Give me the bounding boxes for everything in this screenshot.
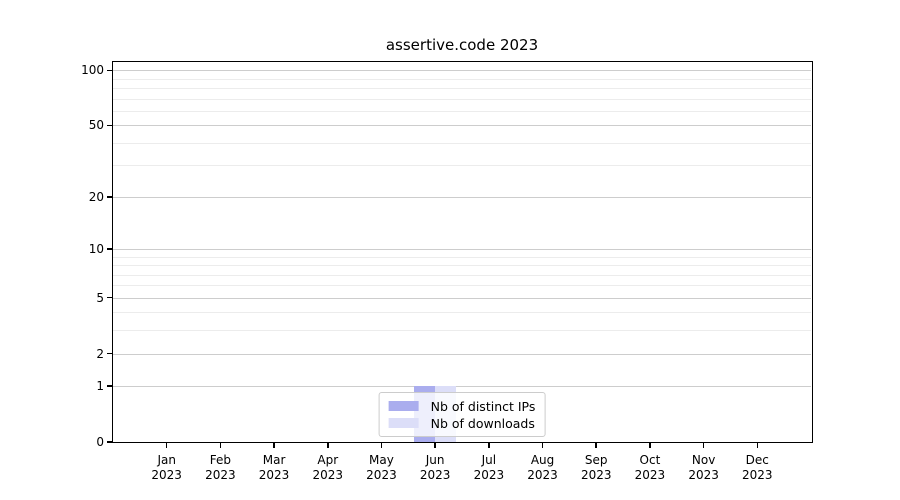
x-tick-label-line: 2023	[205, 468, 236, 482]
y-gridline-major-5	[113, 297, 811, 299]
y-tick-mark-0	[107, 441, 113, 443]
x-tick-label-line: May	[369, 453, 394, 467]
x-tick-label-line: Jul	[481, 453, 497, 467]
y-tick-mark-1	[107, 385, 113, 387]
y-gridline-major-50	[113, 125, 811, 127]
x-tick-label-line: 2023	[742, 468, 773, 482]
x-tick-label-oct-2023: Oct 2023	[620, 453, 680, 483]
x-tick-label-line: 2023	[312, 468, 344, 482]
x-tick-label-line: Nov	[691, 453, 716, 467]
x-tick-mark-dec-2023	[756, 442, 759, 448]
y-gridline-minor-70	[113, 98, 811, 100]
x-tick-label-mar-2023: Mar 2023	[244, 453, 304, 483]
x-tick-label-line: 2023	[419, 468, 451, 482]
y-gridline-minor-6	[113, 285, 811, 287]
y-tick-mark-10	[107, 248, 113, 250]
x-tick-label-sep-2023: Sep 2023	[566, 453, 626, 483]
x-tick-label-line: Feb	[209, 453, 231, 467]
chart-title: assertive.code 2023	[385, 36, 539, 54]
x-tick-label-line: Dec	[745, 453, 769, 467]
legend-label: Nb of downloads	[430, 415, 535, 431]
x-tick-label-jan-2023: Jan 2023	[137, 453, 197, 483]
y-tick-label-5: 5	[96, 290, 104, 305]
x-tick-mark-jan-2023	[165, 442, 168, 448]
x-tick-label-line: Apr	[317, 453, 339, 467]
y-gridline-minor-30	[113, 165, 811, 167]
x-tick-label-line: Mar	[262, 453, 286, 467]
y-tick-label-20: 20	[88, 189, 104, 204]
y-tick-label-1: 1	[96, 379, 104, 394]
y-tick-mark-5	[107, 296, 113, 299]
y-gridline-minor-4	[113, 312, 811, 314]
y-gridline-minor-60	[113, 110, 811, 112]
x-tick-label-apr-2023: Apr 2023	[298, 453, 358, 483]
legend-swatch-icon	[388, 401, 419, 411]
x-tick-label-may-2023: May 2023	[351, 453, 411, 483]
y-gridline-minor-80	[113, 88, 811, 90]
x-tick-mark-sep-2023	[595, 442, 597, 448]
legend-item-nb-of-downloads: Nb of downloads	[388, 415, 536, 431]
x-tick-label-line: Aug	[530, 453, 555, 467]
y-gridline-major-1	[113, 386, 811, 388]
x-tick-mark-oct-2023	[649, 442, 651, 448]
y-tick-mark-50	[107, 124, 113, 127]
legend-swatch-icon	[388, 418, 419, 428]
x-tick-label-jul-2023: Jul 2023	[459, 453, 519, 483]
x-tick-label-line: 2023	[366, 468, 397, 482]
x-tick-label-line: Sep	[584, 453, 608, 467]
y-gridline-minor-7	[113, 274, 811, 276]
x-tick-mark-nov-2023	[702, 442, 705, 448]
x-tick-label-line: 2023	[258, 468, 290, 482]
legend-item-nb-of-distinct-ips: Nb of distinct IPs	[388, 398, 536, 414]
x-tick-mark-jun-2023	[434, 442, 436, 448]
x-tick-mark-mar-2023	[273, 442, 275, 448]
y-gridline-minor-40	[113, 142, 811, 144]
y-gridline-minor-9	[113, 256, 811, 258]
x-tick-label-line: 2023	[580, 468, 612, 482]
x-tick-label-aug-2023: Aug 2023	[513, 453, 573, 483]
y-gridline-minor-3	[113, 330, 811, 332]
x-tick-label-dec-2023: Dec 2023	[727, 453, 787, 483]
y-gridline-minor-90	[113, 78, 811, 80]
x-tick-label-nov-2023: Nov 2023	[674, 453, 734, 483]
x-tick-mark-jul-2023	[488, 442, 490, 448]
x-tick-mark-may-2023	[380, 442, 383, 448]
x-tick-label-jun-2023: Jun 2023	[405, 453, 465, 483]
y-tick-label-10: 10	[88, 241, 104, 256]
x-tick-label-line: 2023	[473, 468, 505, 482]
y-tick-mark-2	[107, 352, 113, 355]
y-gridline-minor-8	[113, 265, 811, 267]
x-tick-label-line: Jun	[425, 453, 445, 467]
y-gridline-major-10	[113, 248, 811, 250]
x-tick-mark-apr-2023	[327, 442, 329, 448]
legend-label: Nb of distinct IPs	[430, 398, 536, 414]
y-tick-label-50: 50	[88, 118, 104, 133]
plot-area	[113, 62, 811, 442]
x-tick-label-line: 2023	[688, 468, 719, 482]
y-gridline-major-2	[113, 353, 811, 355]
x-tick-label-line: 2023	[527, 468, 558, 482]
x-tick-label-feb-2023: Feb 2023	[190, 453, 250, 483]
y-tick-mark-20	[107, 196, 113, 198]
legend: Nb of distinct IPs Nb of downloads	[378, 392, 546, 437]
y-tick-label-0: 0	[96, 435, 104, 449]
x-tick-mark-feb-2023	[219, 442, 222, 448]
x-tick-mark-aug-2023	[541, 442, 544, 448]
y-gridline-major-20	[113, 196, 811, 198]
y-tick-label-2: 2	[96, 346, 104, 361]
x-tick-label-line: Jan	[157, 453, 176, 467]
y-gridline-major-100	[113, 70, 811, 72]
y-tick-mark-100	[107, 69, 113, 72]
x-tick-label-line: 2023	[151, 468, 182, 482]
x-tick-label-line: 2023	[634, 468, 666, 482]
y-tick-label-100: 100	[81, 63, 104, 78]
x-tick-label-line: Oct	[639, 453, 661, 467]
